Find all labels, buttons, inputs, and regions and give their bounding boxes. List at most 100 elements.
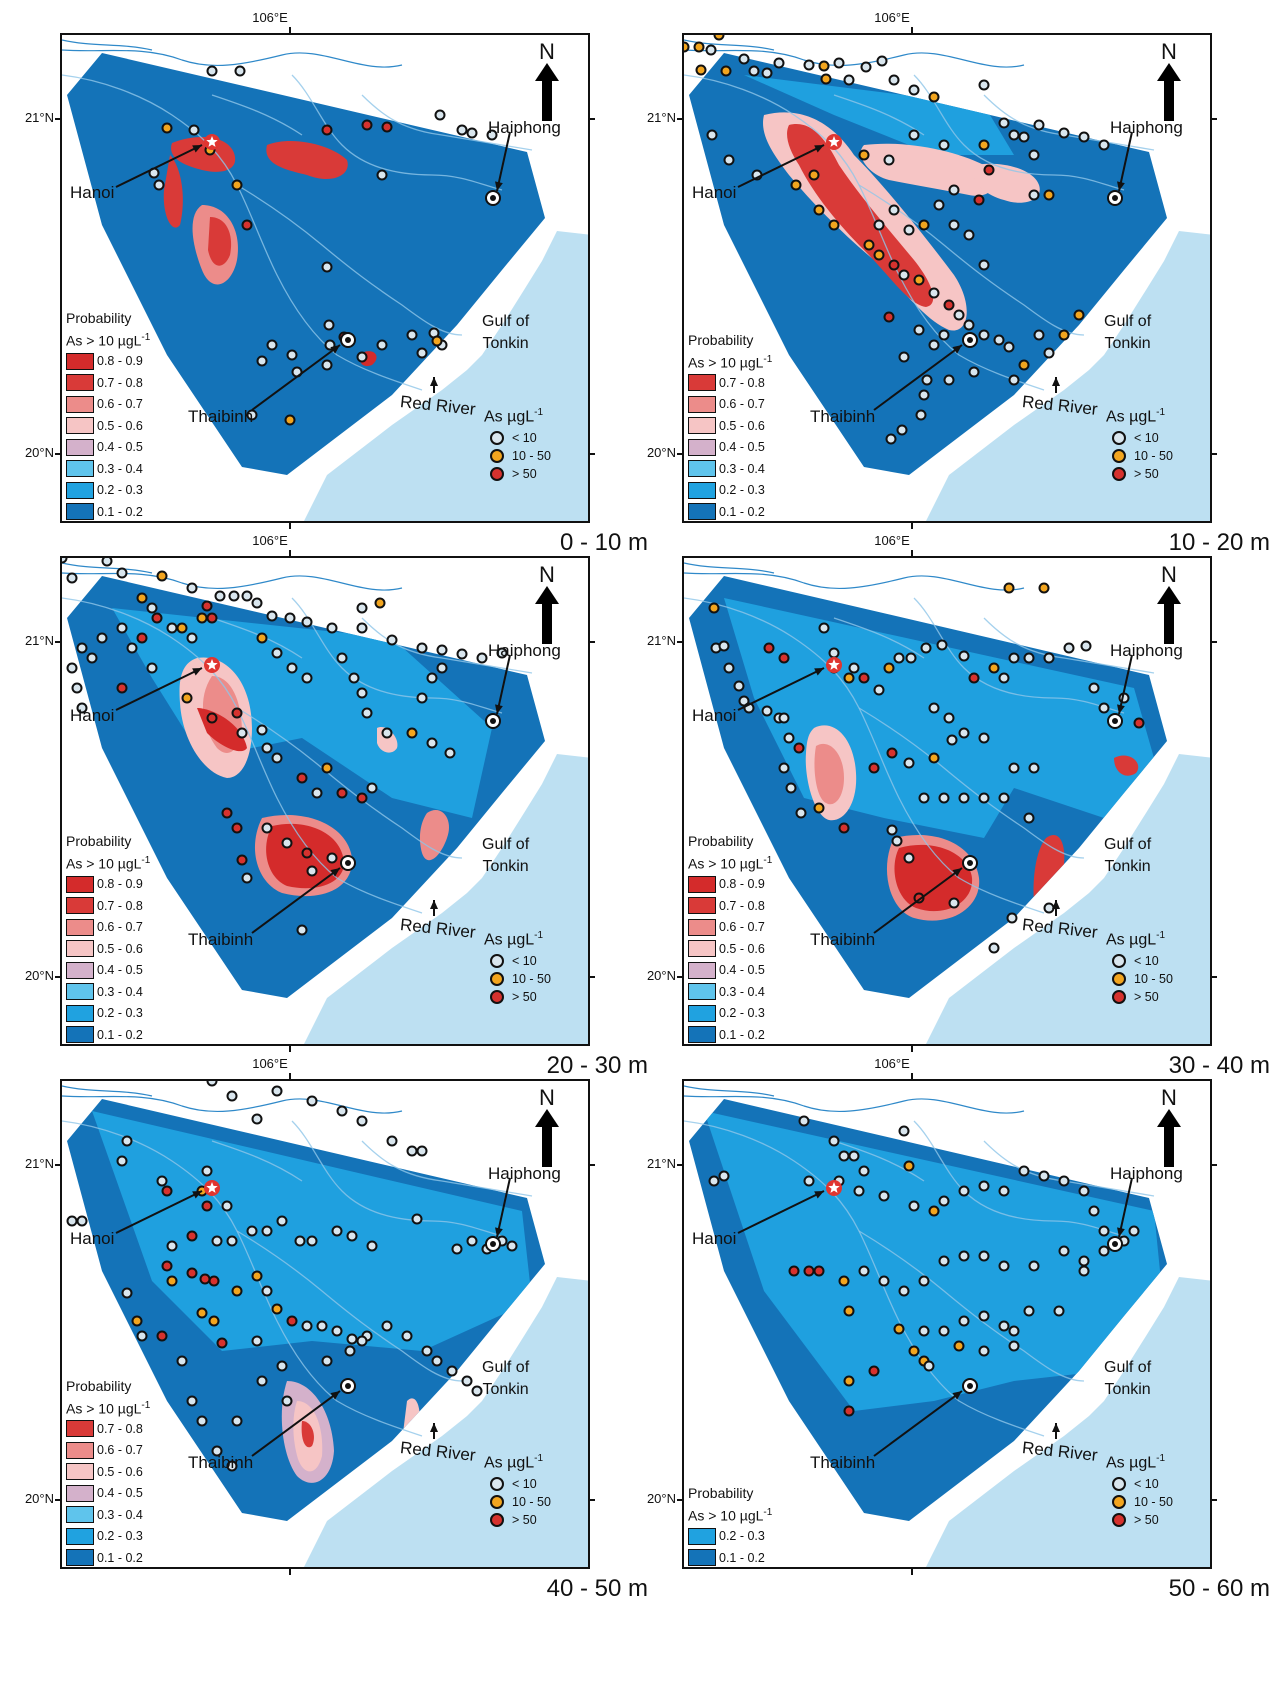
- sea-area: [926, 1277, 1210, 1567]
- sample-point: [1018, 131, 1030, 143]
- sample-point: [226, 1460, 238, 1472]
- sample-point: [860, 61, 872, 73]
- sample-point: [231, 1285, 243, 1297]
- sample-point: [905, 652, 917, 664]
- river-line: [684, 39, 775, 51]
- sample-point: [908, 1345, 920, 1357]
- arrowhead-icon: [330, 345, 340, 354]
- longitude-tick-top: [289, 550, 291, 558]
- river-line: [833, 1140, 925, 1182]
- sample-point: [918, 792, 930, 804]
- sample-point: [1058, 127, 1070, 139]
- gulf-line-2: Tonkin: [482, 1381, 529, 1398]
- sample-point: [738, 53, 750, 65]
- north-arrow-head: [1157, 63, 1181, 81]
- sample-point: [913, 324, 925, 336]
- sample-point: [1018, 359, 1030, 371]
- longitude-tick-top: [289, 1073, 291, 1081]
- sample-point: [321, 261, 333, 273]
- sample-point: [713, 35, 725, 41]
- as-legend-item: < 10: [484, 429, 551, 447]
- legend-label: 0.8 - 0.9: [719, 877, 765, 892]
- river-line: [62, 74, 423, 391]
- sample-point: [993, 334, 1005, 346]
- sample-point: [998, 1185, 1010, 1197]
- north-arrow-shaft: [542, 81, 552, 121]
- sea-area: [926, 754, 1210, 1044]
- probability-legend-item: 0.7 - 0.8: [66, 895, 150, 917]
- sample-point: [853, 1185, 865, 1197]
- sample-point: [186, 1267, 198, 1279]
- as-legend-label: < 10: [512, 954, 537, 969]
- latitude-label-21n: 21°N: [24, 633, 54, 648]
- sample-point: [361, 119, 373, 131]
- probability-legend-title-1: Probability: [688, 331, 754, 348]
- arrowhead-icon: [330, 1391, 340, 1400]
- sample-point: [733, 680, 745, 692]
- sample-point: [803, 1265, 815, 1277]
- sample-point: [266, 339, 278, 351]
- probability-legend-item: 0.5 - 0.6: [66, 938, 150, 960]
- map-canvas: [684, 35, 1210, 521]
- arrowhead-icon: [495, 1227, 503, 1237]
- label-thaibinh: Thaibinh: [188, 930, 254, 949]
- sample-point: [783, 732, 795, 744]
- river-line: [62, 562, 153, 574]
- sample-point: [933, 199, 945, 211]
- arsenic-concentration-legend: As µgL-1 < 10 10 - 50 > 50: [1106, 930, 1173, 1006]
- arrowhead-icon: [814, 145, 824, 153]
- as-legend-item: 10 - 50: [1106, 1493, 1173, 1511]
- arrowhead-icon: [1117, 181, 1125, 191]
- probability-legend: Probability As > 10 µgL-1 0.7 - 0.8 0.6 -…: [688, 331, 772, 522]
- label-hanoi: Hanoi: [70, 706, 115, 725]
- legend-label: 0.5 - 0.6: [97, 418, 143, 433]
- legend-swatch: [688, 875, 716, 893]
- arrowhead-icon: [814, 1191, 824, 1199]
- legend-swatch: [688, 460, 716, 478]
- sample-point: [778, 762, 790, 774]
- legend-swatch: [66, 918, 94, 936]
- sample-point: [208, 1315, 220, 1327]
- as-legend-label: < 10: [1134, 431, 1159, 446]
- sample-point: [1053, 1305, 1065, 1317]
- sample-point: [843, 1375, 855, 1387]
- north-label: N: [1161, 1085, 1177, 1110]
- sample-point: [998, 1260, 1010, 1272]
- legend-swatch: [688, 1549, 716, 1567]
- haiphong-marker-center: [490, 195, 496, 201]
- sample-point: [808, 169, 820, 181]
- probability-legend-rows: 0.2 - 0.3 0.1 - 0.2: [688, 1526, 772, 1567]
- sample-point: [1033, 119, 1045, 131]
- sample-point: [903, 757, 915, 769]
- longitude-tick-top: [911, 27, 913, 35]
- gulf-line-2: Tonkin: [1104, 335, 1151, 352]
- probability-legend-title-2: As > 10 µgL-1: [66, 851, 150, 874]
- sample-point: [336, 1105, 348, 1117]
- probability-title-sup: -1: [141, 1399, 151, 1411]
- latitude-tick: [587, 118, 595, 120]
- sample-point: [858, 149, 870, 161]
- sample-point: [301, 1320, 313, 1332]
- legend-label: 0.7 - 0.8: [97, 375, 143, 390]
- as-title-sup: -1: [534, 1453, 544, 1464]
- sample-point: [131, 1315, 143, 1327]
- probability-legend: Probability As > 10 µgL-1 0.8 - 0.9 0.7 -…: [66, 832, 150, 1044]
- as-legend-item: 10 - 50: [484, 970, 551, 988]
- label-thaibinh: Thaibinh: [188, 407, 254, 426]
- probability-legend-item: 0.7 - 0.8: [688, 372, 772, 394]
- legend-swatch: [688, 961, 716, 979]
- sample-point: [356, 792, 368, 804]
- latitude-tick: [587, 453, 595, 455]
- gulf-line-2: Tonkin: [1104, 1381, 1151, 1398]
- sample-point: [251, 1270, 263, 1282]
- thaibinh-marker-center: [345, 1383, 351, 1389]
- sample-point: [1058, 329, 1070, 341]
- longitude-tick-bottom: [289, 521, 291, 529]
- sample-point: [301, 847, 313, 859]
- sample-point: [763, 642, 775, 654]
- probability-legend: Probability As > 10 µgL-1 0.2 - 0.3 0.1 -…: [688, 1484, 772, 1567]
- sample-point: [978, 792, 990, 804]
- probability-legend-title-1: Probability: [688, 833, 754, 849]
- sample-point: [96, 632, 108, 644]
- latitude-tick: [587, 641, 595, 643]
